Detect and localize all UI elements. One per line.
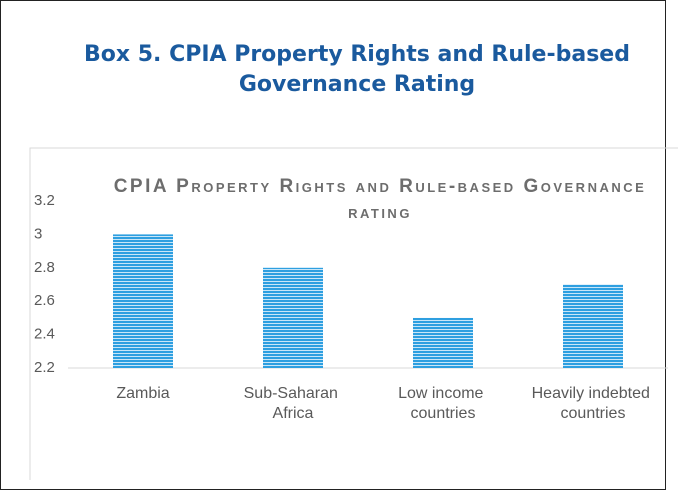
x-tick-label: Heavily indebted countries [532, 385, 655, 422]
y-tick-label: 3 [34, 225, 42, 242]
chart-frame [29, 147, 678, 480]
x-tick-label: Low income countries [398, 385, 488, 422]
bar [563, 284, 623, 368]
y-tick-label: 2.4 [34, 326, 55, 343]
x-tick-label: Zambia [116, 385, 169, 402]
y-tick-label: 3.2 [34, 192, 55, 209]
bar [413, 317, 473, 368]
box-title: Box 5. CPIA Property Rights and Rule-bas… [84, 42, 630, 97]
y-tick-label: 2.2 [34, 359, 55, 376]
plot: 2.2 2.4 2.6 2.8 3 3.2 Zambia Sub-Saharan Africa… [34, 192, 668, 422]
y-tick-label: 2.8 [34, 259, 55, 276]
chart: 2.2 2.4 2.6 2.8 3 3.2 Zambia Sub-Saharan Africa… [29, 147, 678, 480]
y-tick-label: 2.6 [34, 292, 55, 309]
bar [263, 267, 323, 368]
bar [113, 234, 173, 368]
x-tick-label: Sub-Saharan Africa [244, 385, 343, 422]
chart-title: CPIA Property Rights and Rule-based Gove… [113, 176, 647, 223]
